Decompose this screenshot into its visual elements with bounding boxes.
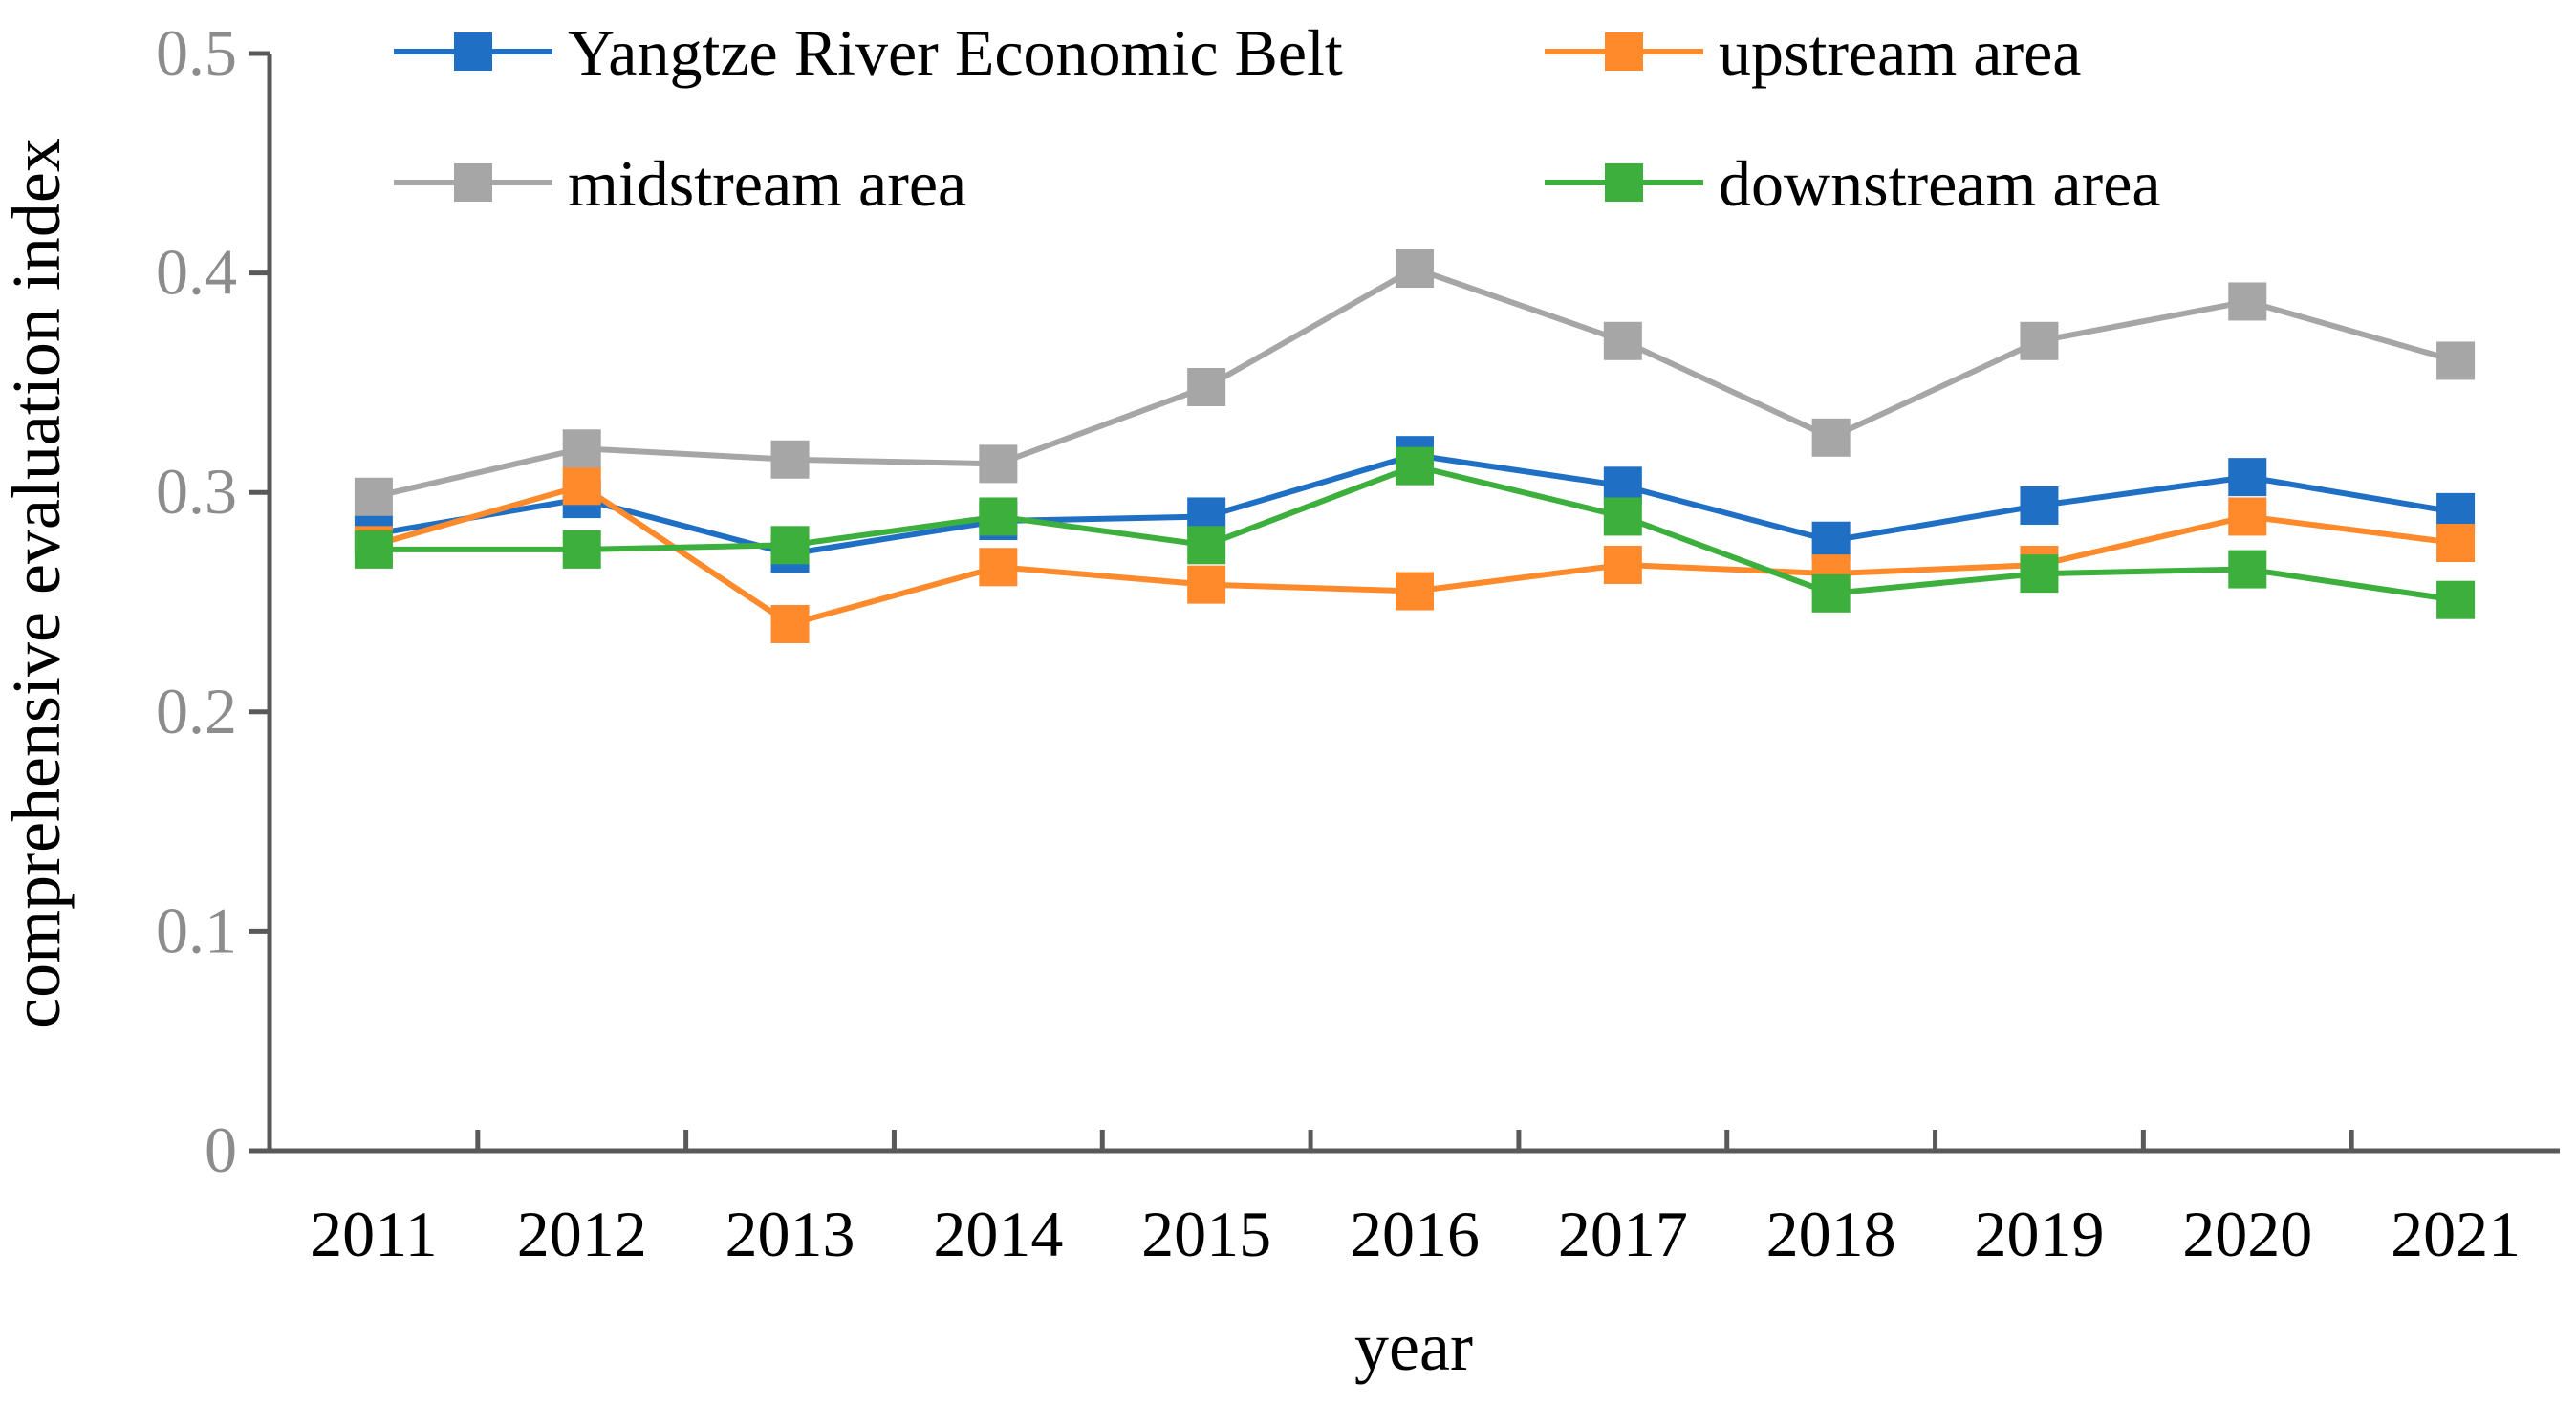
x-tick-label: 2016	[1350, 1198, 1480, 1270]
data-point	[1811, 521, 1851, 560]
data-point	[1187, 565, 1226, 604]
data-point	[1603, 497, 1642, 536]
x-tick-label: 2011	[310, 1198, 437, 1270]
data-point	[2228, 497, 2267, 536]
x-tick-label: 2019	[1974, 1198, 2104, 1270]
axes	[267, 54, 2560, 1154]
data-point	[1396, 446, 1434, 486]
x-tick-label: 2014	[933, 1198, 1063, 1270]
data-point	[2228, 550, 2267, 589]
legend-label: Yangtze River Economic Belt	[568, 16, 1343, 89]
y-tick-label: 0.3	[156, 455, 237, 528]
x-tick-label: 2015	[1141, 1198, 1271, 1270]
data-point	[2020, 554, 2059, 594]
x-tick-label: 2012	[517, 1198, 647, 1270]
data-point	[2228, 282, 2267, 321]
data-point	[2436, 341, 2476, 380]
data-point	[562, 466, 601, 506]
data-point	[2020, 486, 2059, 525]
x-tick-label: 2013	[725, 1198, 855, 1270]
y-tick-label: 0.2	[156, 675, 237, 747]
y-axis-title: comprehensive evaluation index	[0, 138, 75, 1028]
legend-item: upstream area	[1545, 16, 2081, 89]
x-axis-title: year	[1354, 1308, 1473, 1385]
data-point	[562, 429, 601, 468]
legend-label: downstream area	[1719, 147, 2161, 220]
x-tick-label: 2020	[2182, 1198, 2312, 1270]
legend-item: Yangtze River Economic Belt	[394, 16, 1343, 89]
legend-marker	[454, 163, 492, 202]
data-point	[1811, 573, 1851, 613]
data-point	[979, 444, 1018, 484]
x-tick-label: 2017	[1558, 1198, 1688, 1270]
series-2	[354, 249, 2476, 516]
data-point	[2020, 321, 2059, 360]
y-tick-label: 0.1	[156, 894, 237, 966]
data-point	[1811, 418, 1851, 457]
series-1	[354, 466, 2476, 643]
data-point	[1603, 545, 1642, 584]
data-point	[1187, 367, 1226, 406]
data-point	[2436, 524, 2476, 563]
y-axis-ticks: 0 0.1 0.2 0.3 0.4 0.5	[156, 16, 270, 1186]
data-point	[979, 497, 1018, 536]
data-point	[1396, 249, 1434, 289]
y-tick-label: 0.5	[156, 16, 237, 89]
legend-marker	[1605, 32, 1643, 71]
legend-label: upstream area	[1719, 16, 2081, 89]
data-point	[354, 530, 393, 569]
x-tick-label: 2021	[2391, 1198, 2521, 1270]
data-point	[770, 526, 810, 565]
legend-item: midstream area	[394, 147, 966, 220]
series-3	[354, 446, 2476, 619]
legend-marker	[1605, 163, 1643, 202]
data-point	[2228, 458, 2267, 497]
legend-marker	[454, 32, 492, 71]
data-point	[1187, 526, 1226, 565]
data-point	[562, 530, 601, 569]
data-point	[770, 604, 810, 643]
data-point	[770, 440, 810, 479]
data-point	[979, 548, 1018, 587]
legend-item: downstream area	[1545, 147, 2161, 220]
legend-label: midstream area	[568, 147, 966, 220]
y-tick-label: 0.4	[156, 236, 237, 309]
x-axis-ticks: 2011 2012 2013 2014 2015 2016 2017 2018 2019 2020…	[310, 1130, 2521, 1270]
legend: Yangtze River Economic Belt upstream area…	[394, 16, 2161, 220]
y-tick-label: 0	[205, 1113, 237, 1186]
data-point	[2436, 580, 2476, 619]
data-point	[354, 477, 393, 516]
series-layer	[354, 249, 2476, 643]
x-tick-label: 2018	[1766, 1198, 1896, 1270]
data-point	[1603, 321, 1642, 360]
data-point	[1396, 572, 1434, 611]
